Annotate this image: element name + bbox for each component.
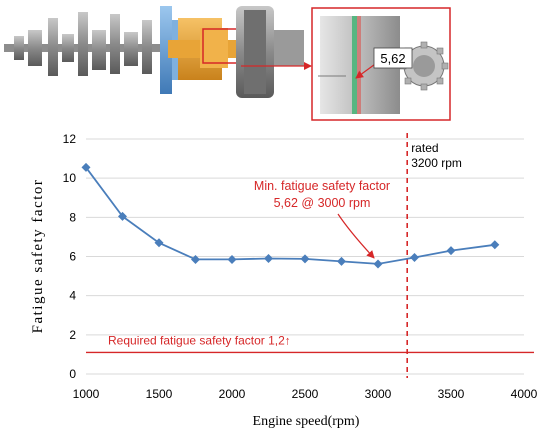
- y-tick-label: 2: [69, 328, 76, 342]
- data-point-marker: [447, 246, 456, 255]
- data-point-marker: [410, 253, 419, 262]
- y-tick-label: 8: [69, 210, 76, 224]
- crankshaft-illustration: [4, 6, 304, 98]
- y-tick-label: 4: [69, 289, 76, 303]
- min-annotation-line1: Min. fatigue safety factor: [254, 179, 390, 193]
- rated-label-line2: 3200 rpm: [411, 156, 462, 170]
- zoom-detail-panel: 5,62: [312, 8, 450, 120]
- data-point-marker: [337, 257, 346, 266]
- rated-label-line1: rated: [411, 141, 438, 155]
- x-tick-label: 2000: [219, 387, 246, 401]
- annotations: Min. fatigue safety factor 5,62 @ 3000 rp…: [254, 179, 390, 258]
- plot-area: 0 2 4 6 8 10 12 1000 1500 2000 2500 3000 3500 4000 r…: [63, 132, 538, 401]
- min-annotation-arrow: [338, 214, 374, 258]
- data-point-marker: [374, 259, 383, 268]
- x-tick-label: 1000: [73, 387, 100, 401]
- y-axis-tick-labels: 0 2 4 6 8 10 12: [63, 132, 77, 381]
- x-tick-label: 1500: [146, 387, 173, 401]
- data-point-marker: [264, 254, 273, 263]
- required-factor-label: Required fatigue safety factor 1,2↑: [108, 333, 291, 347]
- data-point-marker: [490, 240, 499, 249]
- x-tick-label: 3000: [365, 387, 392, 401]
- x-axis-label: Engine speed(rpm): [253, 414, 360, 429]
- y-tick-label: 6: [69, 250, 76, 264]
- y-tick-label: 0: [69, 367, 76, 381]
- zoom-callout-value: 5,62: [380, 51, 405, 66]
- x-tick-label: 3500: [438, 387, 465, 401]
- y-tick-label: 10: [63, 171, 77, 185]
- y-tick-label: 12: [63, 132, 77, 146]
- x-tick-label: 2500: [292, 387, 319, 401]
- y-axis-label: Fatigue safety factor: [30, 179, 46, 334]
- data-point-marker: [301, 254, 310, 263]
- x-axis-tick-labels: 1000 1500 2000 2500 3000 3500 4000: [73, 387, 538, 401]
- min-annotation-line2: 5,62 @ 3000 rpm: [274, 196, 371, 210]
- x-tick-label: 4000: [511, 387, 538, 401]
